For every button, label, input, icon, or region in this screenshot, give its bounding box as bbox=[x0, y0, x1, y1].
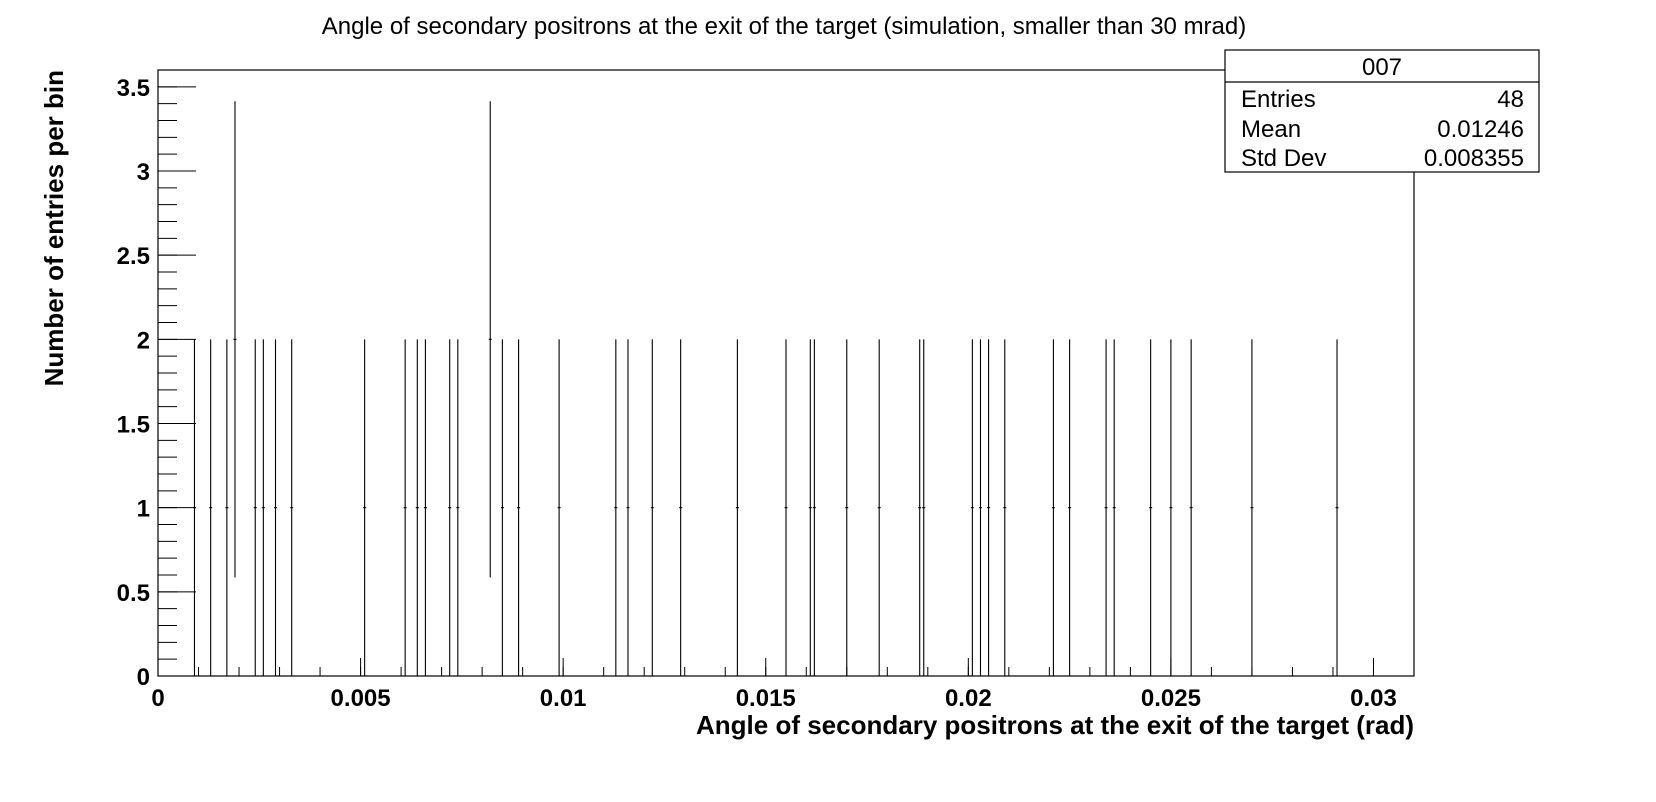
x-tick-label: 0.03 bbox=[1350, 685, 1397, 712]
x-tick-label: 0.02 bbox=[945, 685, 992, 712]
y-tick-label: 1 bbox=[137, 496, 150, 523]
stats-entries-value: 48 bbox=[1497, 86, 1524, 113]
x-tick-label: 0 bbox=[151, 685, 164, 712]
histogram-bins bbox=[192, 101, 1339, 676]
x-axis: 0 0.005 0.01 0.015 0.02 0.025 0.03 bbox=[151, 658, 1415, 712]
y-tick-label: 2.5 bbox=[117, 243, 150, 270]
x-tick-label: 0.015 bbox=[736, 685, 796, 712]
stats-box: 007 Entries 48 Mean 0.01246 Std Dev 0.00… bbox=[1224, 49, 1540, 173]
y-axis-title: Number of entries per bin bbox=[39, 70, 69, 386]
y-tick-label: 0.5 bbox=[117, 580, 150, 607]
y-tick-label: 3 bbox=[137, 159, 150, 186]
chart-title: Angle of secondary positrons at the exit… bbox=[322, 13, 1246, 40]
stats-mean-value: 0.01246 bbox=[1437, 116, 1524, 143]
x-tick-label: 0.005 bbox=[331, 685, 391, 712]
stats-entries-label: Entries bbox=[1241, 86, 1316, 113]
stats-stddev-value: 0.008355 bbox=[1424, 145, 1524, 172]
y-axis: 0 0.5 1 1.5 2 2.5 3 3.5 bbox=[117, 69, 196, 691]
stats-stddev-label: Std Dev bbox=[1241, 145, 1326, 172]
y-tick-label: 2 bbox=[137, 327, 150, 354]
stats-mean-label: Mean bbox=[1241, 116, 1301, 143]
y-tick-label: 0 bbox=[137, 664, 150, 691]
x-tick-label: 0.025 bbox=[1141, 685, 1201, 712]
stats-box-frame bbox=[1224, 49, 1540, 173]
x-axis-title: Angle of secondary positrons at the exit… bbox=[696, 710, 1414, 740]
x-tick-label: 0.01 bbox=[540, 685, 587, 712]
y-tick-label: 1.5 bbox=[117, 412, 150, 439]
y-tick-label: 3.5 bbox=[117, 75, 150, 102]
stats-box-title: 007 bbox=[1362, 54, 1402, 81]
